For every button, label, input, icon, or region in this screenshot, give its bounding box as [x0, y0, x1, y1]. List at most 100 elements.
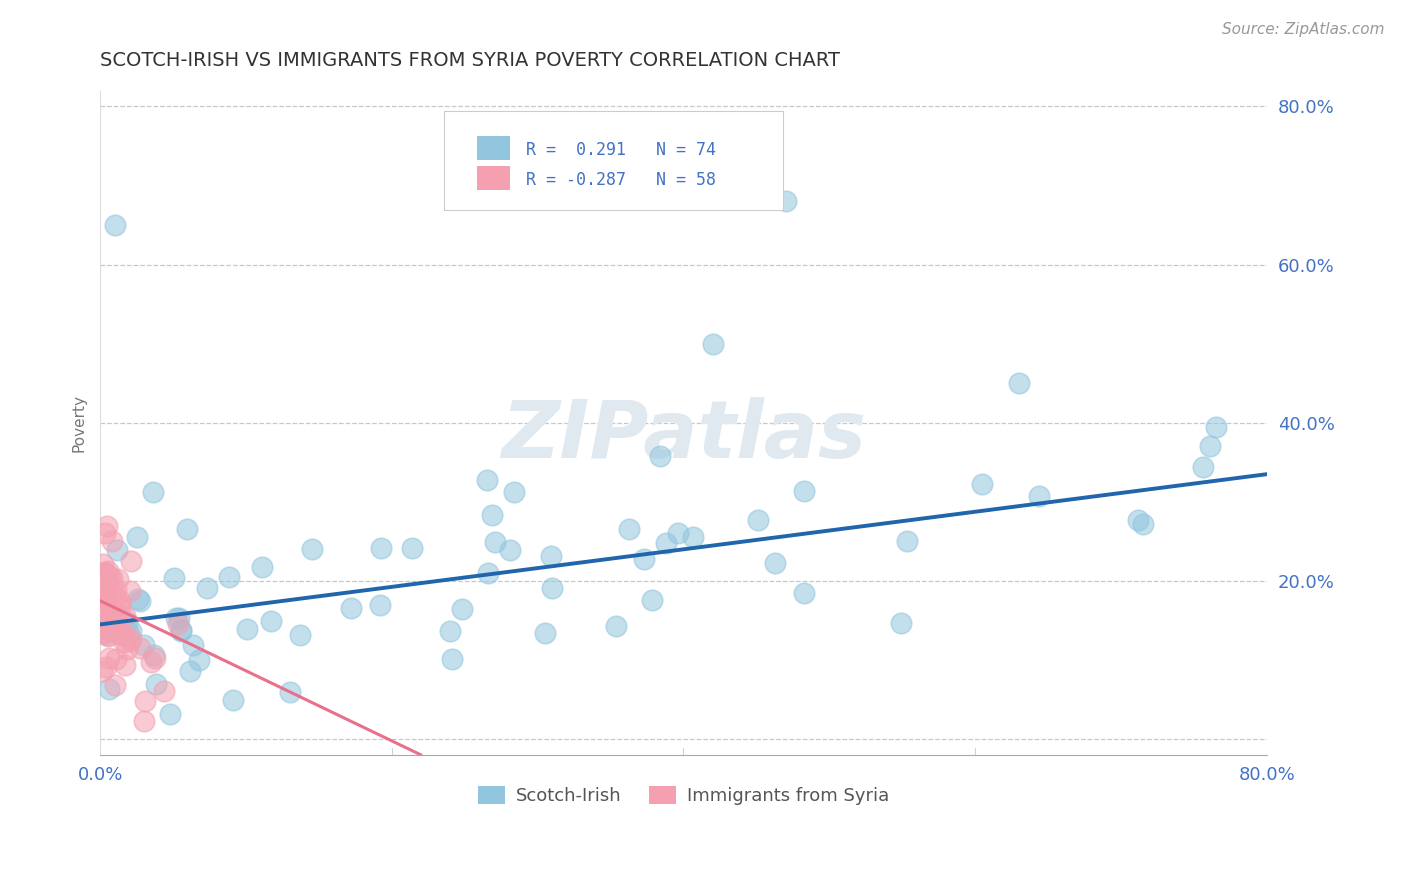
Point: [666, 526, 689, 541]
Point: [633, 551, 655, 566]
Point: [605, 619, 627, 633]
Point: [793, 586, 815, 600]
Text: Source: ZipAtlas.com: Source: ZipAtlas.com: [1222, 22, 1385, 37]
Point: [181, 638, 204, 652]
Point: [260, 615, 283, 629]
Point: [481, 508, 503, 523]
Point: [90, 570, 112, 584]
Point: [97, 580, 120, 594]
Point: [368, 598, 391, 612]
Point: [499, 543, 522, 558]
Point: [112, 635, 135, 649]
Point: [105, 651, 128, 665]
Point: [165, 611, 187, 625]
Point: [91, 664, 114, 678]
Point: [98, 611, 121, 625]
Point: [890, 615, 912, 630]
Point: [188, 652, 211, 666]
Point: [94, 611, 117, 625]
Point: [475, 473, 498, 487]
Point: [1192, 459, 1215, 474]
Point: [125, 530, 148, 544]
Point: [100, 624, 122, 638]
Point: [93, 526, 115, 541]
Point: [118, 634, 141, 648]
Point: [104, 678, 127, 692]
Point: [96, 518, 118, 533]
Point: [100, 570, 122, 584]
Point: [236, 622, 259, 636]
Point: [104, 582, 127, 597]
Point: [96, 574, 118, 589]
Point: [1198, 439, 1220, 453]
Point: [93, 627, 115, 641]
Point: [176, 522, 198, 536]
Point: [101, 571, 124, 585]
Point: [101, 534, 124, 549]
Point: [775, 194, 797, 209]
Point: [97, 629, 120, 643]
Point: [143, 648, 166, 662]
Point: [440, 652, 463, 666]
Point: [97, 650, 120, 665]
Point: [793, 483, 815, 498]
Point: [91, 592, 114, 607]
Point: [896, 533, 918, 548]
Y-axis label: Poverty: Poverty: [72, 393, 86, 451]
Point: [141, 656, 163, 670]
Point: [104, 590, 127, 604]
Point: [1008, 376, 1031, 391]
Point: [97, 681, 120, 696]
Point: [97, 564, 120, 578]
Point: [115, 641, 138, 656]
Point: [179, 664, 201, 678]
Point: [108, 597, 131, 611]
Text: SCOTCH-IRISH VS IMMIGRANTS FROM SYRIA POVERTY CORRELATION CHART: SCOTCH-IRISH VS IMMIGRANTS FROM SYRIA PO…: [100, 51, 841, 70]
Point: [115, 615, 138, 629]
Point: [167, 611, 190, 625]
Point: [250, 559, 273, 574]
Point: [502, 485, 524, 500]
Point: [100, 599, 122, 614]
Text: ZIPatlas: ZIPatlas: [501, 397, 866, 475]
Point: [112, 628, 135, 642]
Point: [94, 611, 117, 625]
Point: [93, 588, 115, 602]
Point: [401, 541, 423, 555]
Point: [111, 628, 134, 642]
Point: [90, 589, 112, 603]
Point: [107, 572, 129, 586]
Point: [120, 624, 142, 639]
Point: [91, 586, 114, 600]
Point: [301, 541, 323, 556]
FancyBboxPatch shape: [477, 136, 509, 161]
Point: [120, 554, 142, 568]
Point: [763, 556, 786, 570]
Point: [167, 616, 190, 631]
Point: [118, 584, 141, 599]
Point: [96, 576, 118, 591]
Point: [128, 594, 150, 608]
Point: [159, 706, 181, 721]
Text: R = -0.287   N = 58: R = -0.287 N = 58: [526, 171, 716, 189]
Point: [91, 557, 114, 571]
Point: [108, 594, 131, 608]
Point: [288, 627, 311, 641]
Point: [1205, 420, 1227, 434]
Point: [484, 535, 506, 549]
Point: [370, 541, 392, 555]
Point: [477, 566, 499, 581]
Point: [114, 657, 136, 672]
Point: [96, 566, 118, 581]
Point: [641, 593, 664, 607]
Point: [107, 621, 129, 635]
Point: [94, 625, 117, 640]
Point: [163, 570, 186, 584]
Point: [90, 566, 112, 581]
Point: [170, 623, 193, 637]
Point: [540, 549, 562, 564]
Point: [110, 601, 132, 615]
Point: [682, 529, 704, 543]
Point: [134, 693, 156, 707]
Point: [120, 632, 142, 646]
